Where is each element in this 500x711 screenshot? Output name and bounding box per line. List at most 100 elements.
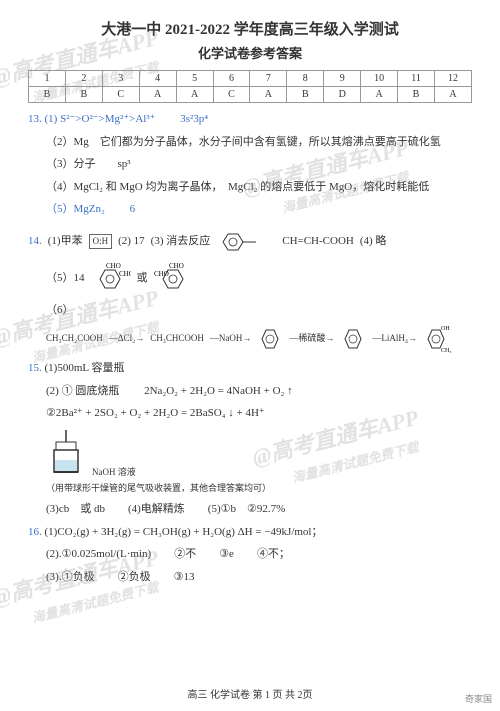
svg-text:OH: OH [441,326,450,332]
arrow-icon: —LiAlH₄→ [372,332,417,346]
q15-p5: (5)①b ②92.7% [208,501,285,518]
arrow-label: ΔCl₂ [118,333,135,343]
q16-p1: (1)CO₂(g) + 3H₂(g) = CH₃OH(g) + H₂O(g) Δ… [45,526,323,538]
q13-p3: （3）分子 sp³ [28,156,472,173]
cell: B [398,87,435,103]
q13-p5: （5）MgZn₂ 6 [28,201,472,218]
q14-p1a: (1)甲苯 [48,233,83,250]
col-head: 6 [213,71,250,87]
q15-p3: (3)cb 或 db [46,501,105,518]
q13-p5b: 6 [130,203,136,215]
cell: C [213,87,250,103]
q14: 14. (1)甲苯 O:H (2) 17 (3) 消去反应 CH=CH-COOH… [28,228,472,256]
arrow-label: 稀硫酸 [298,333,325,343]
q15-p345: (3)cb 或 db (4)电解精炼 (5)①b ②92.7% [28,501,472,518]
cell: D [324,87,361,103]
box-label: O:H [90,235,112,249]
table-row: B B C A A C A B D A B A [29,87,472,103]
svg-text:CHO: CHO [169,262,184,270]
q14-p6: （6） [28,302,472,319]
q13-p1a: (1) S²⁻>O²⁻>Mg²⁺>Al³⁺ [45,113,156,125]
q14-p1d: (4) 略 [360,233,387,250]
q14-p1c: (3) 消去反应 [151,233,211,250]
q15-p4: (4)电解精炼 [128,501,185,518]
page-footer: 高三 化学试卷 第 1 页 共 2页 [0,686,500,701]
benzene-cho-icon: CHO CHO [91,262,131,296]
q14-p1b: (2) 17 [118,233,145,250]
q16-p3c: ③13 [174,569,195,586]
cell: B [65,87,102,103]
arrow-icon: —NaOH→ [210,332,252,346]
benzene-icon [257,326,283,352]
cell: A [250,87,287,103]
q13-p5a: （5）MgZn₂ [46,203,105,215]
flask-icon [46,428,86,478]
q15-p2a: (2) ① 圆底烧瓶 2Na₂O₂ + 2H₂O = 4NaOH + O₂ ↑ [28,383,472,400]
apparatus-diagram: NaOH 溶液 [28,428,472,478]
col-head: 7 [250,71,287,87]
col-head: 5 [176,71,213,87]
or-text: 或 [137,270,148,287]
q14-p5: （5）14 CHO CHO 或 CHO CHO [28,262,472,296]
col-head: 11 [398,71,435,87]
col-head: 10 [361,71,398,87]
benzene-struct-icon [216,228,276,256]
col-head: 8 [287,71,324,87]
cell: A [139,87,176,103]
col-head: 3 [102,71,139,87]
cell: C [102,87,139,103]
arrow-label: LiAlH₄ [381,333,408,343]
table-row: 1 2 3 4 5 6 7 8 9 10 11 12 [29,71,472,87]
q15-note: （用带球形干燥管的尾气吸收装置，其他合理答案均可） [28,482,472,496]
chain-mid: CH₃CHCOOH [150,332,204,346]
cell: B [29,87,66,103]
flask-caption: NaOH 溶液 [92,468,136,478]
q15-eq1: 2Na₂O₂ + 2H₂O = 4NaOH + O₂ ↑ [144,385,293,397]
q15-p1: (1)500mL 容量瓶 [45,362,125,374]
q13: 13. (1) S²⁻>O²⁻>Mg²⁺>Al³⁺ 3s²3p⁴ [28,111,472,128]
electron-box-icon: O:H [89,234,113,250]
col-head: 9 [324,71,361,87]
q13-p1b: 3s²3p⁴ [180,113,208,125]
q14-reaction-chain: CH₃CH₂COOH —ΔCl₂→ CH₃CHCOOH —NaOH→ —稀硫酸→… [28,324,472,354]
q16-p2b: ②不 [174,546,196,563]
corner-mark: 奇家国 [465,692,492,705]
svg-text:CHO: CHO [154,270,169,278]
benzene-icon [340,326,366,352]
cell: B [287,87,324,103]
q-number: 14. [28,233,42,250]
q14-formula: CH=CH-COOH [282,233,354,250]
answer-table: 1 2 3 4 5 6 7 8 9 10 11 12 B B C A A C A… [28,70,472,103]
col-head: 2 [65,71,102,87]
arrow-label: NaOH [219,333,243,343]
col-head: 4 [139,71,176,87]
q16-p3a: (3).①负极 [46,569,95,586]
page-subtitle: 化学试卷参考答案 [28,43,472,62]
col-head: 1 [29,71,66,87]
svg-text:CHO: CHO [119,270,131,278]
q15-p2c: ②2Ba²⁺ + 2SO₂ + O₂ + 2H₂O = 2BaSO₄ ↓ + 4… [28,405,472,422]
cell: A [434,87,471,103]
chain-start: CH₃CH₂COOH [46,332,103,346]
page-title: 大港一中 2021-2022 学年度高三年级入学测试 [28,18,472,39]
svg-text:CHO: CHO [106,262,121,270]
q16-p3: (3).①负极 ②负极 ③13 [28,569,472,586]
q15-p2a-text: (2) ① 圆底烧瓶 [46,385,119,397]
q16-p2: (2).①0.025mol/(L·min) ②不 ③e ④不； [28,546,472,563]
q16-p2d: ④不； [257,546,290,563]
q-number: 15. [28,362,42,374]
benzene-cho2-icon: CHO CHO [154,262,194,296]
q15: 15. (1)500mL 容量瓶 [28,360,472,377]
arrow-icon: —ΔCl₂→ [109,332,144,346]
q16-p3b: ②负极 [118,569,151,586]
cell: A [176,87,213,103]
q14-p6-label: （6） [46,302,74,319]
benzene-oh-icon: OH CH₃ [423,324,453,354]
q16-p2c: ③e [219,546,234,563]
col-head: 12 [434,71,471,87]
arrow-icon: —稀硫酸→ [289,332,334,346]
q16-p2a: (2).①0.025mol/(L·min) [46,546,151,563]
q-number: 16. [28,526,42,538]
q13-p4: （4）MgCl₂ 和 MgO 均为离子晶体， MgCl₂ 的熔点要低于 MgO，… [28,179,472,196]
q13-p2: （2）Mg 它们都为分子晶体，水分子间中含有氢键，所以其熔沸点要高于硫化氢 [28,134,472,151]
